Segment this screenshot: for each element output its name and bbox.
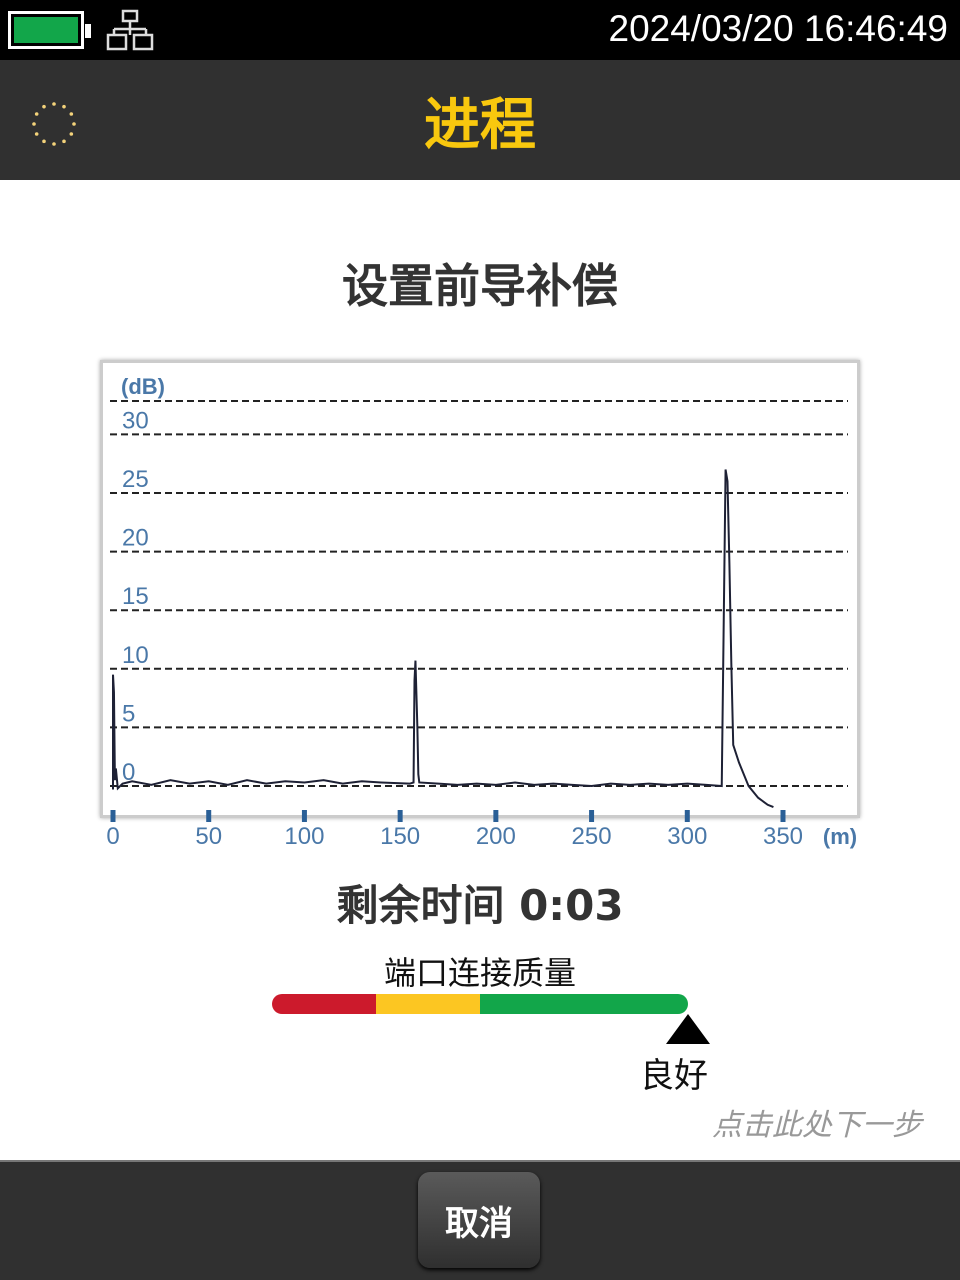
step-title: 设置前导补偿 (342, 259, 618, 313)
next-step-link[interactable]: 点击此处下一步 (712, 1108, 922, 1143)
x-axis-label: (m) (823, 824, 857, 849)
y-tick-label: 15 (122, 583, 149, 610)
x-tick-label: 50 (195, 823, 222, 850)
datetime: 2024/03/20 16:46:49 (608, 8, 949, 49)
chart: 0 5 10 15 20 25 30 (dB) 0 50 100 150 200 250 300 350 (m) (106, 374, 857, 850)
page-title: 进程 (424, 93, 536, 158)
quality-segment (480, 994, 688, 1014)
quality-bar (272, 994, 688, 1014)
loading-spinner-icon (32, 102, 76, 146)
y-tick-label: 25 (122, 466, 149, 493)
trace-line (112, 469, 774, 809)
x-tick (684, 810, 690, 822)
battery-full-icon (8, 11, 91, 49)
x-tick-label: 350 (763, 823, 803, 850)
quality-label: 端口连接质量 (383, 954, 576, 992)
x-tick (301, 810, 307, 822)
y-tick-label: 0 (122, 759, 135, 786)
status-bar: 2024/03/20 16:46:49 (0, 0, 960, 60)
y-tick-label: 10 (122, 642, 149, 669)
quality-value: 良好 (640, 1056, 708, 1096)
cancel-button[interactable]: 取消 (418, 1172, 540, 1268)
x-tick (589, 810, 595, 822)
x-tick (397, 810, 403, 822)
y-axis-label: (dB) (121, 374, 165, 399)
header (0, 60, 960, 180)
x-tick-label: 0 (106, 823, 119, 850)
x-tick-label: 200 (476, 823, 516, 850)
x-tick-label: 250 (572, 823, 612, 850)
quality-segment (272, 994, 376, 1014)
quality-marker-icon (666, 1014, 710, 1044)
remaining-time: 剩余时间 0:03 (336, 881, 624, 930)
quality-segment (376, 994, 480, 1014)
x-tick (780, 810, 786, 822)
x-tick-label: 150 (380, 823, 420, 850)
network-icon (106, 9, 154, 51)
x-tick (493, 810, 499, 822)
y-tick-label: 5 (122, 700, 135, 727)
x-tick (206, 810, 212, 822)
y-tick-label: 20 (122, 525, 149, 552)
x-tick-label: 300 (667, 823, 707, 850)
y-tick-label: 30 (122, 407, 149, 434)
x-tick-label: 100 (284, 823, 324, 850)
x-tick (110, 810, 116, 822)
